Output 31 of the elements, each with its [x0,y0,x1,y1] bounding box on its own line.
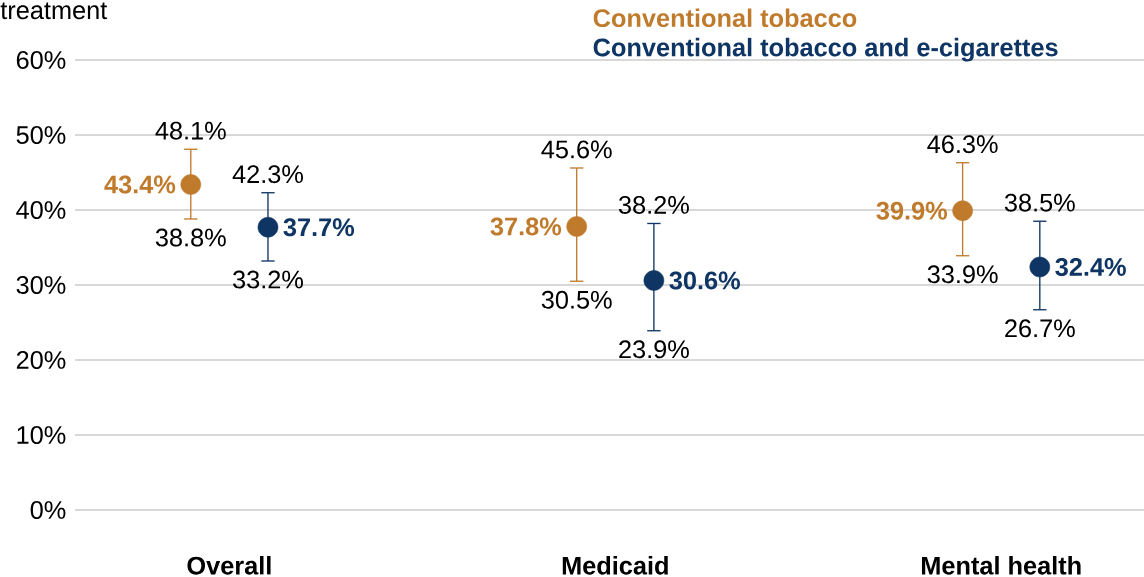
annotation: 48.1% [155,121,226,140]
annotation: 38.8% [155,228,226,247]
x-tick-label: Medicaid [562,556,668,575]
y-tick-label: 10% [17,426,66,444]
y-tick-label: 40% [16,201,66,219]
annotation: 42.3% [232,165,303,184]
text: Conventional tobacco and e-cigarettes [593,37,1058,62]
chart-title: treatment [0,2,108,20]
data-label: 43.4% [104,175,176,194]
annotation: 26.7% [1005,319,1075,338]
y-tick-label: 30% [16,276,66,294]
data-label: 32.4% [1055,258,1126,276]
annotation: 33.9% [927,265,998,284]
y-tick-label: 20% [16,351,66,369]
text: Conventional tobacco [593,8,857,28]
y-tick-label: 0% [30,501,66,519]
y-tick-label: 60% [16,51,66,69]
x-tick-label: Mental health [921,556,1081,575]
data-label: 37.7% [283,218,355,237]
data-label: 30.6% [669,271,740,290]
annotation: 45.6% [541,140,612,159]
annotation: 33.2% [233,270,303,289]
data-label: 39.9% [876,201,948,220]
x-tick-label: Overall [187,556,271,575]
annotation: 38.5% [1004,193,1075,212]
annotation: 30.5% [541,290,612,309]
annotation: 23.9% [619,340,689,359]
data-label: 37.8% [490,217,562,236]
y-tick-label: 50% [16,126,66,144]
annotation: 38.2% [618,195,689,214]
annotation: 46.3% [927,135,998,154]
